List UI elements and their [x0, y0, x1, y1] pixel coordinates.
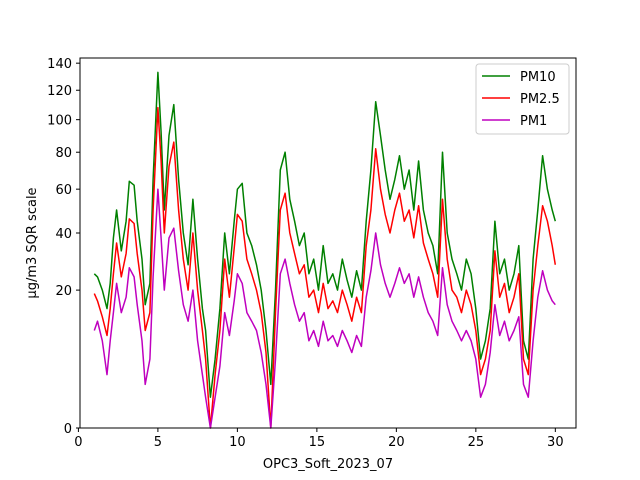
x-tick-label: 5 [154, 435, 162, 450]
x-axis-label: OPC3_Soft_2023_07 [263, 457, 393, 472]
y-axis: 0 20 40 60 80 100 120 140 [47, 57, 80, 437]
y-tick-label: 140 [47, 57, 72, 72]
legend-label-pm10: PM10 [520, 70, 556, 85]
legend-label-pm25: PM2.5 [520, 92, 560, 107]
x-tick-label: 25 [468, 435, 485, 450]
series-lines [93, 71, 557, 429]
y-tick-label: 20 [55, 284, 72, 299]
x-tick-label: 30 [547, 435, 564, 450]
legend-label-pm1: PM1 [520, 114, 547, 129]
x-tick-label: 0 [74, 435, 82, 450]
y-tick-label: 120 [47, 84, 72, 99]
y-tick-label: 80 [55, 146, 72, 161]
series-line-pm10 [93, 71, 557, 398]
series-line-pm1 [93, 188, 556, 429]
x-tick-label: 20 [388, 435, 405, 450]
y-tick-label: 40 [55, 227, 72, 242]
legend: PM10 PM2.5 PM1 [475, 63, 570, 135]
plot-frame [79, 57, 577, 429]
y-tick-label: 0 [64, 422, 72, 437]
y-tick-label: 60 [55, 183, 72, 198]
x-tick-label: 10 [229, 435, 246, 450]
series-line-pm25 [93, 106, 557, 429]
y-axis-label: µg/m3 SQR scale [25, 187, 40, 298]
x-tick-label: 15 [309, 435, 326, 450]
x-axis: 0 5 10 15 20 25 30 [74, 428, 564, 450]
y-tick-label: 100 [47, 114, 72, 129]
legend-box [475, 63, 570, 135]
